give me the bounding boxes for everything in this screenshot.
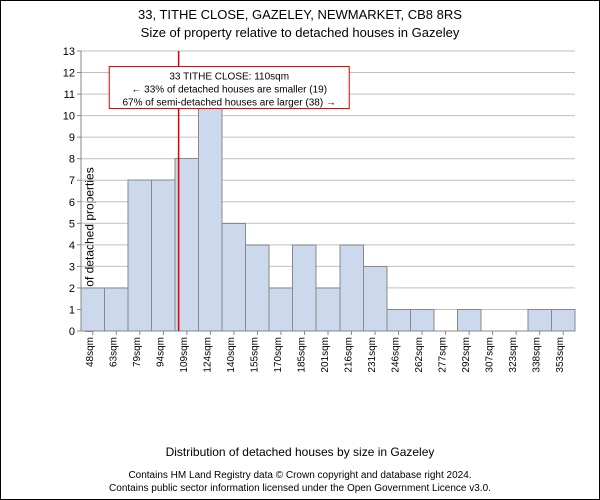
x-tick-label: 48sqm xyxy=(85,337,96,367)
y-tick-label: 0 xyxy=(69,326,75,338)
y-tick-label: 11 xyxy=(64,89,75,101)
x-tick-label: 338sqm xyxy=(532,337,543,373)
x-tick-label: 353sqm xyxy=(555,337,566,373)
histogram-bar xyxy=(387,309,411,331)
y-tick-label: 10 xyxy=(63,111,75,123)
y-tick-label: 2 xyxy=(69,283,75,295)
x-tick-label: 140sqm xyxy=(226,337,237,373)
histogram-bar xyxy=(246,245,270,331)
histogram-bar xyxy=(528,309,552,331)
y-tick-label: 12 xyxy=(63,68,75,80)
y-tick-label: 13 xyxy=(63,47,75,58)
x-axis-label: Distribution of detached houses by size … xyxy=(1,445,599,459)
x-tick-label: 323sqm xyxy=(508,337,519,373)
footer-line2: Contains public sector information licen… xyxy=(1,482,599,495)
y-tick-label: 1 xyxy=(69,304,75,316)
histogram-bar xyxy=(199,73,223,331)
x-tick-label: 79sqm xyxy=(132,337,143,367)
x-tick-label: 216sqm xyxy=(344,337,355,373)
x-tick-label: 170sqm xyxy=(273,337,284,373)
histogram-bar xyxy=(152,180,176,331)
histogram-bar xyxy=(457,309,481,331)
x-tick-label: 109sqm xyxy=(179,337,190,373)
annotation-line: 67% of semi-detached houses are larger (… xyxy=(123,98,336,109)
footer-credits: Contains HM Land Registry data © Crown c… xyxy=(1,469,599,495)
y-tick-label: 7 xyxy=(69,175,75,187)
x-tick-label: 124sqm xyxy=(202,337,213,373)
histogram-bar xyxy=(269,288,293,331)
histogram-bar xyxy=(410,309,434,331)
y-tick-label: 3 xyxy=(69,261,75,273)
histogram-plot: 01234567891011121348sqm63sqm79sqm94sqm10… xyxy=(61,47,581,391)
x-tick-label: 262sqm xyxy=(414,337,425,373)
histogram-bar xyxy=(222,223,246,331)
y-tick-label: 9 xyxy=(69,132,75,144)
x-tick-label: 155sqm xyxy=(249,337,260,373)
x-tick-label: 277sqm xyxy=(438,337,449,373)
histogram-bar xyxy=(128,180,152,331)
histogram-bar xyxy=(316,288,340,331)
title-main: 33, TITHE CLOSE, GAZELEY, NEWMARKET, CB8… xyxy=(1,7,599,22)
y-tick-label: 4 xyxy=(69,240,75,252)
title-sub: Size of property relative to detached ho… xyxy=(1,25,599,40)
y-tick-label: 8 xyxy=(69,154,75,166)
histogram-bar xyxy=(340,245,364,331)
x-tick-label: 94sqm xyxy=(155,337,166,367)
x-tick-label: 63sqm xyxy=(108,337,119,367)
x-tick-label: 185sqm xyxy=(296,337,307,373)
x-tick-label: 201sqm xyxy=(320,337,331,373)
histogram-bar xyxy=(551,309,575,331)
x-tick-label: 246sqm xyxy=(391,337,402,373)
histogram-bar xyxy=(293,245,317,331)
y-tick-label: 5 xyxy=(69,218,75,230)
histogram-bar xyxy=(81,288,105,331)
footer-line1: Contains HM Land Registry data © Crown c… xyxy=(1,469,599,482)
x-tick-label: 292sqm xyxy=(461,337,472,373)
annotation-line: 33 TITHE CLOSE: 110sqm xyxy=(169,72,289,83)
histogram-bar xyxy=(105,288,129,331)
chart-container: 33, TITHE CLOSE, GAZELEY, NEWMARKET, CB8… xyxy=(0,0,600,500)
x-tick-label: 307sqm xyxy=(485,337,496,373)
histogram-bar xyxy=(363,266,387,331)
x-tick-label: 231sqm xyxy=(367,337,378,373)
y-tick-label: 6 xyxy=(69,197,75,209)
annotation-line: ← 33% of detached houses are smaller (19… xyxy=(131,85,327,96)
